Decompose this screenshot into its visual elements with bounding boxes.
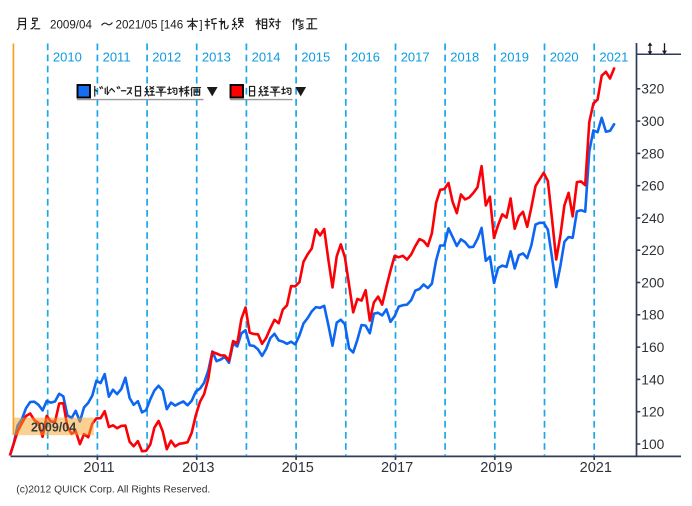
svg-text:240: 240 (641, 211, 664, 226)
svg-text:160: 160 (641, 340, 664, 355)
svg-text:180: 180 (641, 308, 664, 323)
svg-text:2017: 2017 (381, 460, 413, 476)
svg-text:(c)2012 QUICK Corp. All Rights: (c)2012 QUICK Corp. All Rights Reserved. (16, 485, 210, 496)
svg-text:2014: 2014 (252, 49, 281, 64)
svg-text:2021: 2021 (580, 460, 612, 476)
svg-text:]: ] (199, 18, 202, 31)
svg-text:2015: 2015 (301, 49, 330, 64)
svg-text:2021: 2021 (599, 49, 628, 64)
svg-text:2017: 2017 (401, 49, 430, 64)
svg-text:2009/04: 2009/04 (50, 18, 92, 31)
svg-text:280: 280 (641, 146, 664, 161)
svg-text:2013: 2013 (202, 49, 231, 64)
svg-text:320: 320 (641, 82, 664, 97)
svg-text:2013: 2013 (182, 460, 214, 476)
svg-text:260: 260 (641, 179, 664, 194)
svg-text:100: 100 (641, 437, 664, 452)
svg-text:2010: 2010 (53, 49, 82, 64)
svg-text:2016: 2016 (351, 49, 380, 64)
svg-text:2021/05 [146: 2021/05 [146 (116, 18, 184, 31)
svg-text:2018: 2018 (450, 49, 479, 64)
svg-text:2019: 2019 (500, 49, 529, 64)
svg-text:2015: 2015 (282, 460, 314, 476)
svg-text:120: 120 (641, 405, 664, 420)
svg-text:300: 300 (641, 114, 664, 129)
svg-text:2012: 2012 (152, 49, 181, 64)
svg-text:200: 200 (641, 275, 664, 290)
svg-text:2011: 2011 (103, 49, 131, 64)
svg-text:2019: 2019 (480, 460, 512, 476)
svg-text:220: 220 (641, 243, 664, 258)
svg-text:140: 140 (641, 372, 664, 387)
svg-text:2011: 2011 (83, 460, 114, 476)
svg-text:2020: 2020 (550, 49, 579, 64)
svg-text:2009/04: 2009/04 (31, 421, 76, 435)
